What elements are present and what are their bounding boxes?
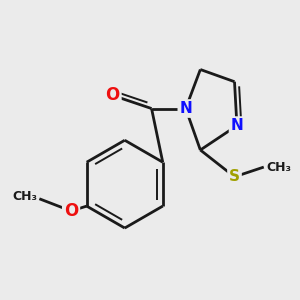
Text: CH₃: CH₃ — [266, 160, 291, 174]
Text: CH₃: CH₃ — [12, 190, 37, 203]
Text: O: O — [64, 202, 78, 220]
Text: S: S — [229, 169, 240, 184]
Text: N: N — [179, 101, 192, 116]
Text: O: O — [105, 86, 120, 104]
Text: N: N — [231, 118, 243, 133]
